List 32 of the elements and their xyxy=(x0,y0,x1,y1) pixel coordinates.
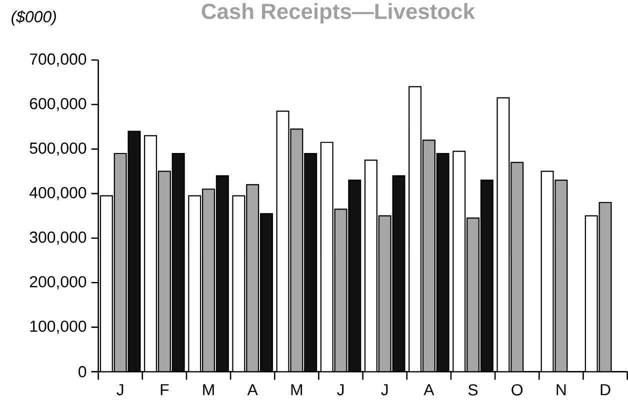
bar xyxy=(260,213,273,372)
x-tick-label: D xyxy=(600,384,610,396)
y-tick-label: 300,000 xyxy=(30,232,86,245)
x-tick-label: F xyxy=(160,384,169,396)
x-tick-label: M xyxy=(291,384,302,396)
x-tick-label: A xyxy=(247,384,258,396)
bar xyxy=(422,140,436,372)
x-tick-label: J xyxy=(116,384,124,396)
bar xyxy=(158,170,171,372)
x-tick-label: J xyxy=(381,384,388,396)
y-tick-label: 200,000 xyxy=(30,276,86,290)
x-tick-label: S xyxy=(468,384,478,396)
y-tick-label: 400,000 xyxy=(30,187,86,200)
chart-title: Cash Receipts—Livestock xyxy=(202,3,475,24)
x-tick-label: A xyxy=(424,384,434,396)
x-tick-label: J xyxy=(337,384,344,396)
x-tick-label: O xyxy=(512,384,523,396)
y-tick-label: 0 xyxy=(78,366,86,378)
x-tick-label: M xyxy=(203,384,214,396)
bar xyxy=(202,188,216,372)
bar xyxy=(304,152,318,372)
y-axis-title: ($000) xyxy=(12,10,56,26)
bar xyxy=(480,180,494,372)
bar xyxy=(246,184,260,372)
bar xyxy=(466,218,480,372)
x-tick-label: N xyxy=(556,384,566,396)
bar xyxy=(216,175,229,372)
y-tick-label: 600,000 xyxy=(30,98,86,112)
bar xyxy=(510,162,524,372)
y-tick-label: 500,000 xyxy=(30,142,86,156)
y-tick-label: 100,000 xyxy=(30,320,86,334)
y-tick-label: 700,000 xyxy=(30,53,86,67)
